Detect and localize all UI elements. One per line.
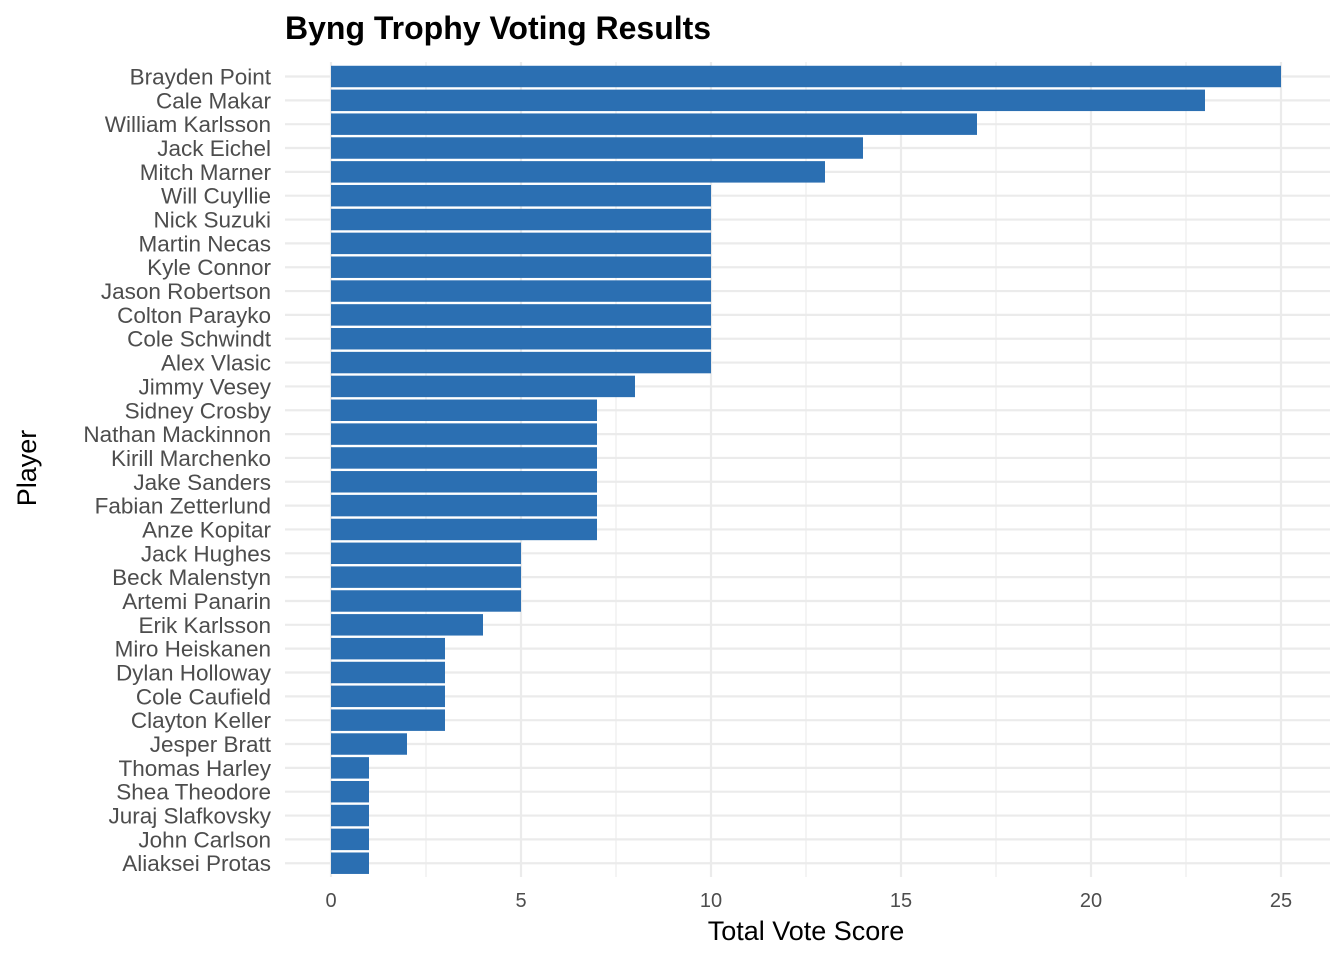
x-tick-label: 0 xyxy=(325,890,336,912)
y-tick-label: Miro Heiskanen xyxy=(115,637,271,662)
y-tick-label: Aliaksei Protas xyxy=(122,851,271,876)
bar xyxy=(331,304,711,326)
bar xyxy=(331,780,369,803)
bar xyxy=(331,709,445,731)
bar xyxy=(331,89,1205,112)
y-tick-label: Jason Robertson xyxy=(101,279,271,304)
x-axis-label: Total Vote Score xyxy=(708,916,905,946)
bar xyxy=(331,256,711,278)
y-tick-label: Colton Parayko xyxy=(117,303,271,328)
bar xyxy=(331,471,597,493)
bar xyxy=(331,184,711,207)
x-tick-labels: 0 5 10 15 20 25 xyxy=(325,890,1292,912)
bar xyxy=(331,566,521,588)
y-tick-label: Brayden Point xyxy=(130,65,272,90)
bar xyxy=(331,590,521,612)
y-tick-label: Kyle Connor xyxy=(147,255,271,280)
y-tick-label: Kirill Marchenko xyxy=(111,446,271,471)
bar xyxy=(331,423,597,445)
y-tick-label: Erik Karlsson xyxy=(138,613,271,638)
y-tick-label: Mitch Marner xyxy=(140,160,272,185)
bar xyxy=(331,208,711,231)
y-tick-label: Beck Malenstyn xyxy=(112,565,271,590)
y-tick-label: Jack Hughes xyxy=(141,541,271,566)
y-tick-label: Jack Eichel xyxy=(157,136,271,161)
y-tick-label: Martin Necas xyxy=(138,231,271,256)
bar xyxy=(331,161,825,183)
x-tick-label: 25 xyxy=(1270,890,1292,912)
x-tick-label: 5 xyxy=(515,890,526,912)
y-tick-label: John Carlson xyxy=(138,827,271,852)
y-tick-label: Cole Schwindt xyxy=(127,327,272,352)
x-tick-label: 20 xyxy=(1080,890,1102,912)
y-tick-label: Nick Suzuki xyxy=(153,208,271,233)
y-tick-label: Jesper Bratt xyxy=(150,732,272,757)
x-tick-label: 10 xyxy=(700,890,722,912)
bar xyxy=(331,351,711,374)
y-tick-label: Cale Makar xyxy=(156,88,272,113)
y-tick-label: Sidney Crosby xyxy=(125,398,272,423)
x-tick-label: 15 xyxy=(890,890,912,912)
bar xyxy=(331,542,521,565)
y-tick-label: Jimmy Vesey xyxy=(138,374,271,399)
y-tick-label: Fabian Zetterlund xyxy=(95,494,271,519)
bar xyxy=(331,852,369,874)
y-tick-label: Dylan Holloway xyxy=(116,661,272,686)
bar xyxy=(331,280,711,302)
bars xyxy=(331,65,1281,874)
y-tick-label: Cole Caufield xyxy=(136,684,271,709)
y-tick-label: Clayton Keller xyxy=(131,708,272,733)
bar xyxy=(331,399,597,421)
bar xyxy=(331,614,483,636)
bar xyxy=(331,232,711,255)
y-tick-label: Artemi Panarin xyxy=(122,589,271,614)
bar xyxy=(331,733,407,755)
y-tick-label: Will Cuyllie xyxy=(161,184,271,209)
y-tick-label: Nathan Mackinnon xyxy=(83,422,271,447)
bar xyxy=(331,137,863,159)
bar xyxy=(331,518,597,541)
bar xyxy=(331,804,369,827)
bar xyxy=(331,661,445,684)
bar xyxy=(331,65,1281,88)
grid xyxy=(285,62,1330,877)
chart-title: Byng Trophy Voting Results xyxy=(285,10,711,46)
y-tick-label: Juraj Slafkovsky xyxy=(108,804,271,829)
y-tick-label: Alex Vlasic xyxy=(161,351,271,376)
y-tick-label: Jake Sanders xyxy=(133,470,271,495)
bar xyxy=(331,328,711,350)
bar xyxy=(331,685,445,708)
y-tick-label: Thomas Harley xyxy=(118,756,271,781)
y-tick-label: William Karlsson xyxy=(105,112,271,137)
y-tick-label: Shea Theodore xyxy=(116,780,271,805)
bar xyxy=(331,447,597,469)
bar xyxy=(331,757,369,779)
bar xyxy=(331,494,597,517)
bar xyxy=(331,375,635,398)
y-axis-label: Player xyxy=(12,430,42,507)
bar xyxy=(331,113,977,135)
bar xyxy=(331,637,445,660)
bar xyxy=(331,828,369,851)
y-tick-label: Anze Kopitar xyxy=(142,517,271,542)
